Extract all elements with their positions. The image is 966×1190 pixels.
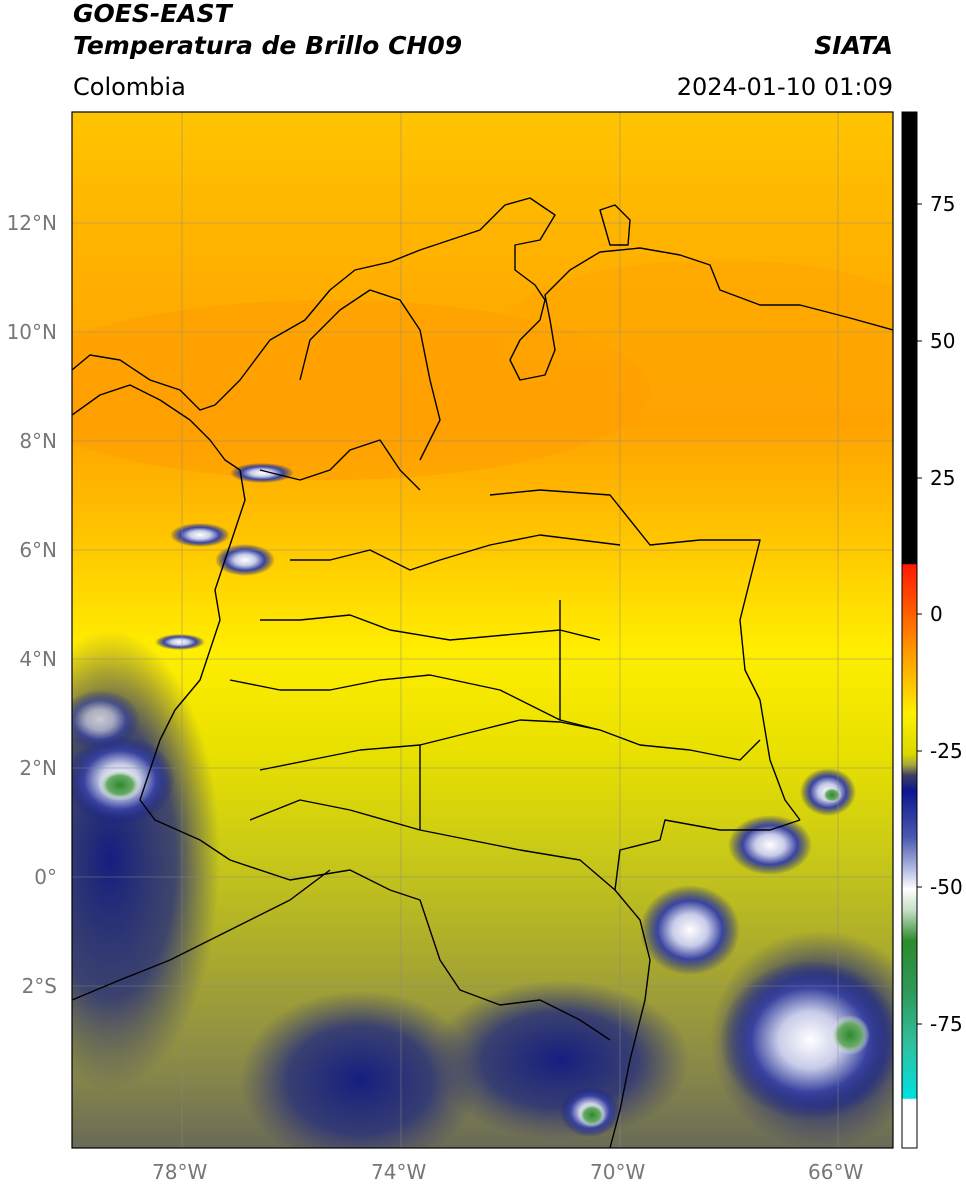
lat-tick-label: 4°N: [19, 647, 57, 671]
colorbar-tick-label: 25: [930, 466, 956, 490]
lat-tick-label: 0°: [34, 865, 57, 889]
colorbar-tick-label: -75: [930, 1012, 963, 1036]
lat-tick-label: 8°N: [19, 429, 57, 453]
product-title: Temperatura de Brillo CH09: [73, 31, 463, 60]
region-label: Colombia: [73, 73, 186, 101]
lat-tick-label: 2°S: [21, 974, 57, 998]
lon-tick-label: 70°W: [590, 1160, 646, 1184]
boundaries: [72, 197, 893, 1148]
lon-tick-label: 74°W: [371, 1160, 427, 1184]
colorbar-tick-label: 75: [930, 192, 956, 216]
colorbar-tick-label: 0: [930, 602, 943, 626]
lat-tick-label: 2°N: [19, 756, 57, 780]
lat-tick-label: 10°N: [6, 320, 57, 344]
colorbar-tick-label: -50: [930, 875, 963, 899]
map-image: [72, 112, 893, 1148]
graticule: [72, 112, 893, 1148]
satellite-title: GOES-EAST: [73, 0, 232, 28]
lat-tick-label: 6°N: [19, 538, 57, 562]
colorbar-tick-label: -25: [930, 739, 963, 763]
agency-label: SIATA: [814, 31, 893, 60]
lon-tick-label: 78°W: [152, 1160, 208, 1184]
colorbar: [901, 111, 922, 1149]
lat-tick-label: 12°N: [6, 211, 57, 235]
lon-tick-label: 66°W: [808, 1160, 864, 1184]
map-frame: [71, 111, 894, 1149]
colorbar-tick-label: 50: [930, 329, 956, 353]
datetime-label: 2024-01-10 01:09: [676, 73, 893, 101]
